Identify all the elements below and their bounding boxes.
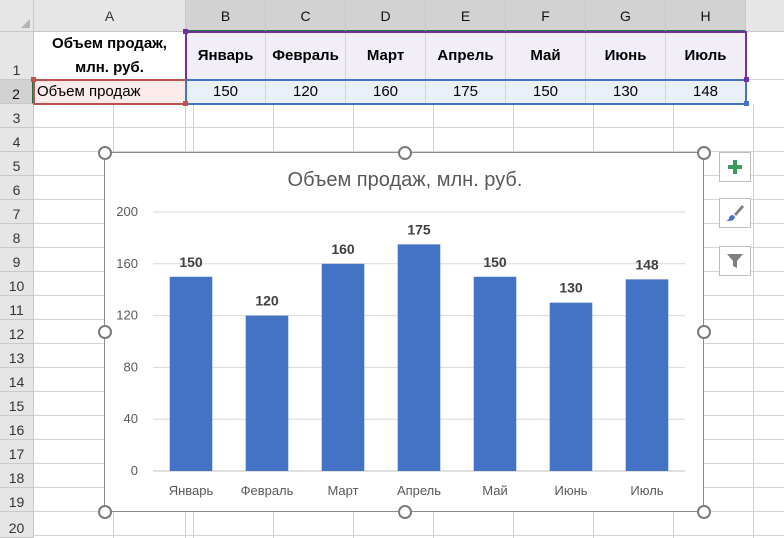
y-axis-tick-labels: 0 40 80 120 160 200 <box>116 204 138 478</box>
row-header-19[interactable]: 19 <box>0 488 34 512</box>
series-name-range-border <box>33 79 187 105</box>
row-header-2[interactable]: 2 <box>0 80 34 104</box>
bar[interactable] <box>321 263 365 471</box>
chart-title[interactable]: Объем продаж, млн. руб. <box>288 169 523 191</box>
row-header-8[interactable]: 8 <box>0 224 34 248</box>
row-header-16[interactable]: 16 <box>0 416 34 440</box>
chart-object[interactable]: Объем продаж, млн. руб. 0 40 80 120 160 200 1… <box>104 152 704 512</box>
x-tick-label: Июль <box>630 483 663 498</box>
category-range-border <box>185 31 747 81</box>
chart-filters-button[interactable] <box>719 246 751 276</box>
bars <box>169 244 669 471</box>
data-label: 120 <box>255 293 279 309</box>
row-header-15[interactable]: 15 <box>0 392 34 416</box>
row-header-17[interactable]: 17 <box>0 440 34 464</box>
range-handle-h2[interactable] <box>744 101 749 106</box>
y-tick-label: 0 <box>131 463 138 478</box>
row-header-7[interactable]: 7 <box>0 200 34 224</box>
data-label: 148 <box>635 256 659 272</box>
chart-styles-button[interactable] <box>719 198 751 228</box>
resize-handle-left[interactable] <box>98 325 112 339</box>
bar[interactable] <box>245 315 289 471</box>
resize-handle-bottom-left[interactable] <box>98 505 112 519</box>
range-handle-a2[interactable] <box>183 101 188 106</box>
row-header-3[interactable]: 3 <box>0 104 34 128</box>
y-tick-label: 200 <box>116 204 138 219</box>
column-header-f[interactable]: F <box>506 0 586 32</box>
range-handle-b1[interactable] <box>183 29 188 34</box>
bar-chart: Объем продаж, млн. руб. 0 40 80 120 160 200 1… <box>116 169 685 498</box>
y-tick-label: 120 <box>116 308 138 323</box>
cell-a1[interactable]: Объем продаж, млн. руб. <box>34 32 186 80</box>
bar[interactable] <box>397 244 441 471</box>
row-header-14[interactable]: 14 <box>0 368 34 392</box>
y-tick-label: 40 <box>124 411 138 426</box>
row-header-4[interactable]: 4 <box>0 128 34 152</box>
resize-handle-top-left[interactable] <box>98 146 112 160</box>
data-label: 150 <box>179 254 203 270</box>
resize-handle-top-right[interactable] <box>697 146 711 160</box>
plus-icon <box>728 160 742 174</box>
select-all-triangle-icon <box>21 19 30 28</box>
resize-handle-bottom-right[interactable] <box>697 505 711 519</box>
values-range-border <box>185 79 747 105</box>
row-header-13[interactable]: 13 <box>0 344 34 368</box>
x-tick-label: Июнь <box>554 483 587 498</box>
range-handle-a1[interactable] <box>31 77 36 82</box>
y-tick-label: 160 <box>116 256 138 271</box>
data-label: 150 <box>483 254 507 270</box>
row-header-20[interactable]: 20 <box>0 512 34 538</box>
cell-h2[interactable]: 148 <box>666 80 746 104</box>
cell-i1[interactable] <box>746 32 784 80</box>
column-header-d[interactable]: D <box>346 0 426 32</box>
cell-a1-line2: млн. руб. <box>75 58 144 76</box>
paintbrush-icon <box>726 205 744 221</box>
row-header-18[interactable]: 18 <box>0 464 34 488</box>
column-header-h[interactable]: H <box>666 0 746 32</box>
cell-f2[interactable]: 150 <box>506 80 586 104</box>
funnel-icon <box>727 254 743 268</box>
bar[interactable] <box>473 276 517 471</box>
resize-handle-top[interactable] <box>398 146 412 160</box>
cell-c2[interactable]: 120 <box>266 80 346 104</box>
bar[interactable] <box>549 302 593 471</box>
data-label: 130 <box>559 280 583 296</box>
cell-a2[interactable]: Объем продаж <box>34 80 186 104</box>
resize-handle-bottom[interactable] <box>398 505 412 519</box>
cell-c1[interactable]: Февраль <box>266 32 346 80</box>
row-header-10[interactable]: 10 <box>0 272 34 296</box>
column-header-e[interactable]: E <box>426 0 506 32</box>
data-labels: 150 120 160 175 150 130 148 <box>179 221 659 308</box>
cell-g2[interactable]: 130 <box>586 80 666 104</box>
x-tick-label: Январь <box>169 483 214 498</box>
data-label: 160 <box>331 241 355 257</box>
row-header-1[interactable]: 1 <box>0 32 34 80</box>
x-tick-label: Май <box>482 483 507 498</box>
row-header-6[interactable]: 6 <box>0 176 34 200</box>
column-header-b[interactable]: B <box>186 0 266 32</box>
bar[interactable] <box>169 276 213 471</box>
cell-a1-line1: Объем продаж, <box>52 34 167 52</box>
row-header-11[interactable]: 11 <box>0 296 34 320</box>
row-header-5[interactable]: 5 <box>0 152 34 176</box>
column-header-g[interactable]: G <box>586 0 666 32</box>
row-header-12[interactable]: 12 <box>0 320 34 344</box>
column-header-i[interactable] <box>746 0 784 32</box>
select-all-corner[interactable] <box>0 0 34 32</box>
x-tick-label: Апрель <box>397 483 441 498</box>
column-header-a[interactable]: A <box>34 0 186 32</box>
range-handle-h1[interactable] <box>744 77 749 82</box>
column-header-c[interactable]: C <box>266 0 346 32</box>
bar[interactable] <box>625 279 669 471</box>
cell-f1[interactable]: Май <box>506 32 586 80</box>
x-tick-label: Март <box>327 483 358 498</box>
chart-elements-button[interactable] <box>719 152 751 182</box>
data-label: 175 <box>407 221 431 237</box>
x-axis-tick-labels: Январь Февраль Март Апрель Май Июнь Июль <box>169 483 664 498</box>
row-header-9[interactable]: 9 <box>0 248 34 272</box>
resize-handle-right[interactable] <box>697 325 711 339</box>
cell-b1[interactable]: Январь <box>186 32 266 80</box>
x-tick-label: Февраль <box>241 483 294 498</box>
y-tick-label: 80 <box>124 359 138 374</box>
